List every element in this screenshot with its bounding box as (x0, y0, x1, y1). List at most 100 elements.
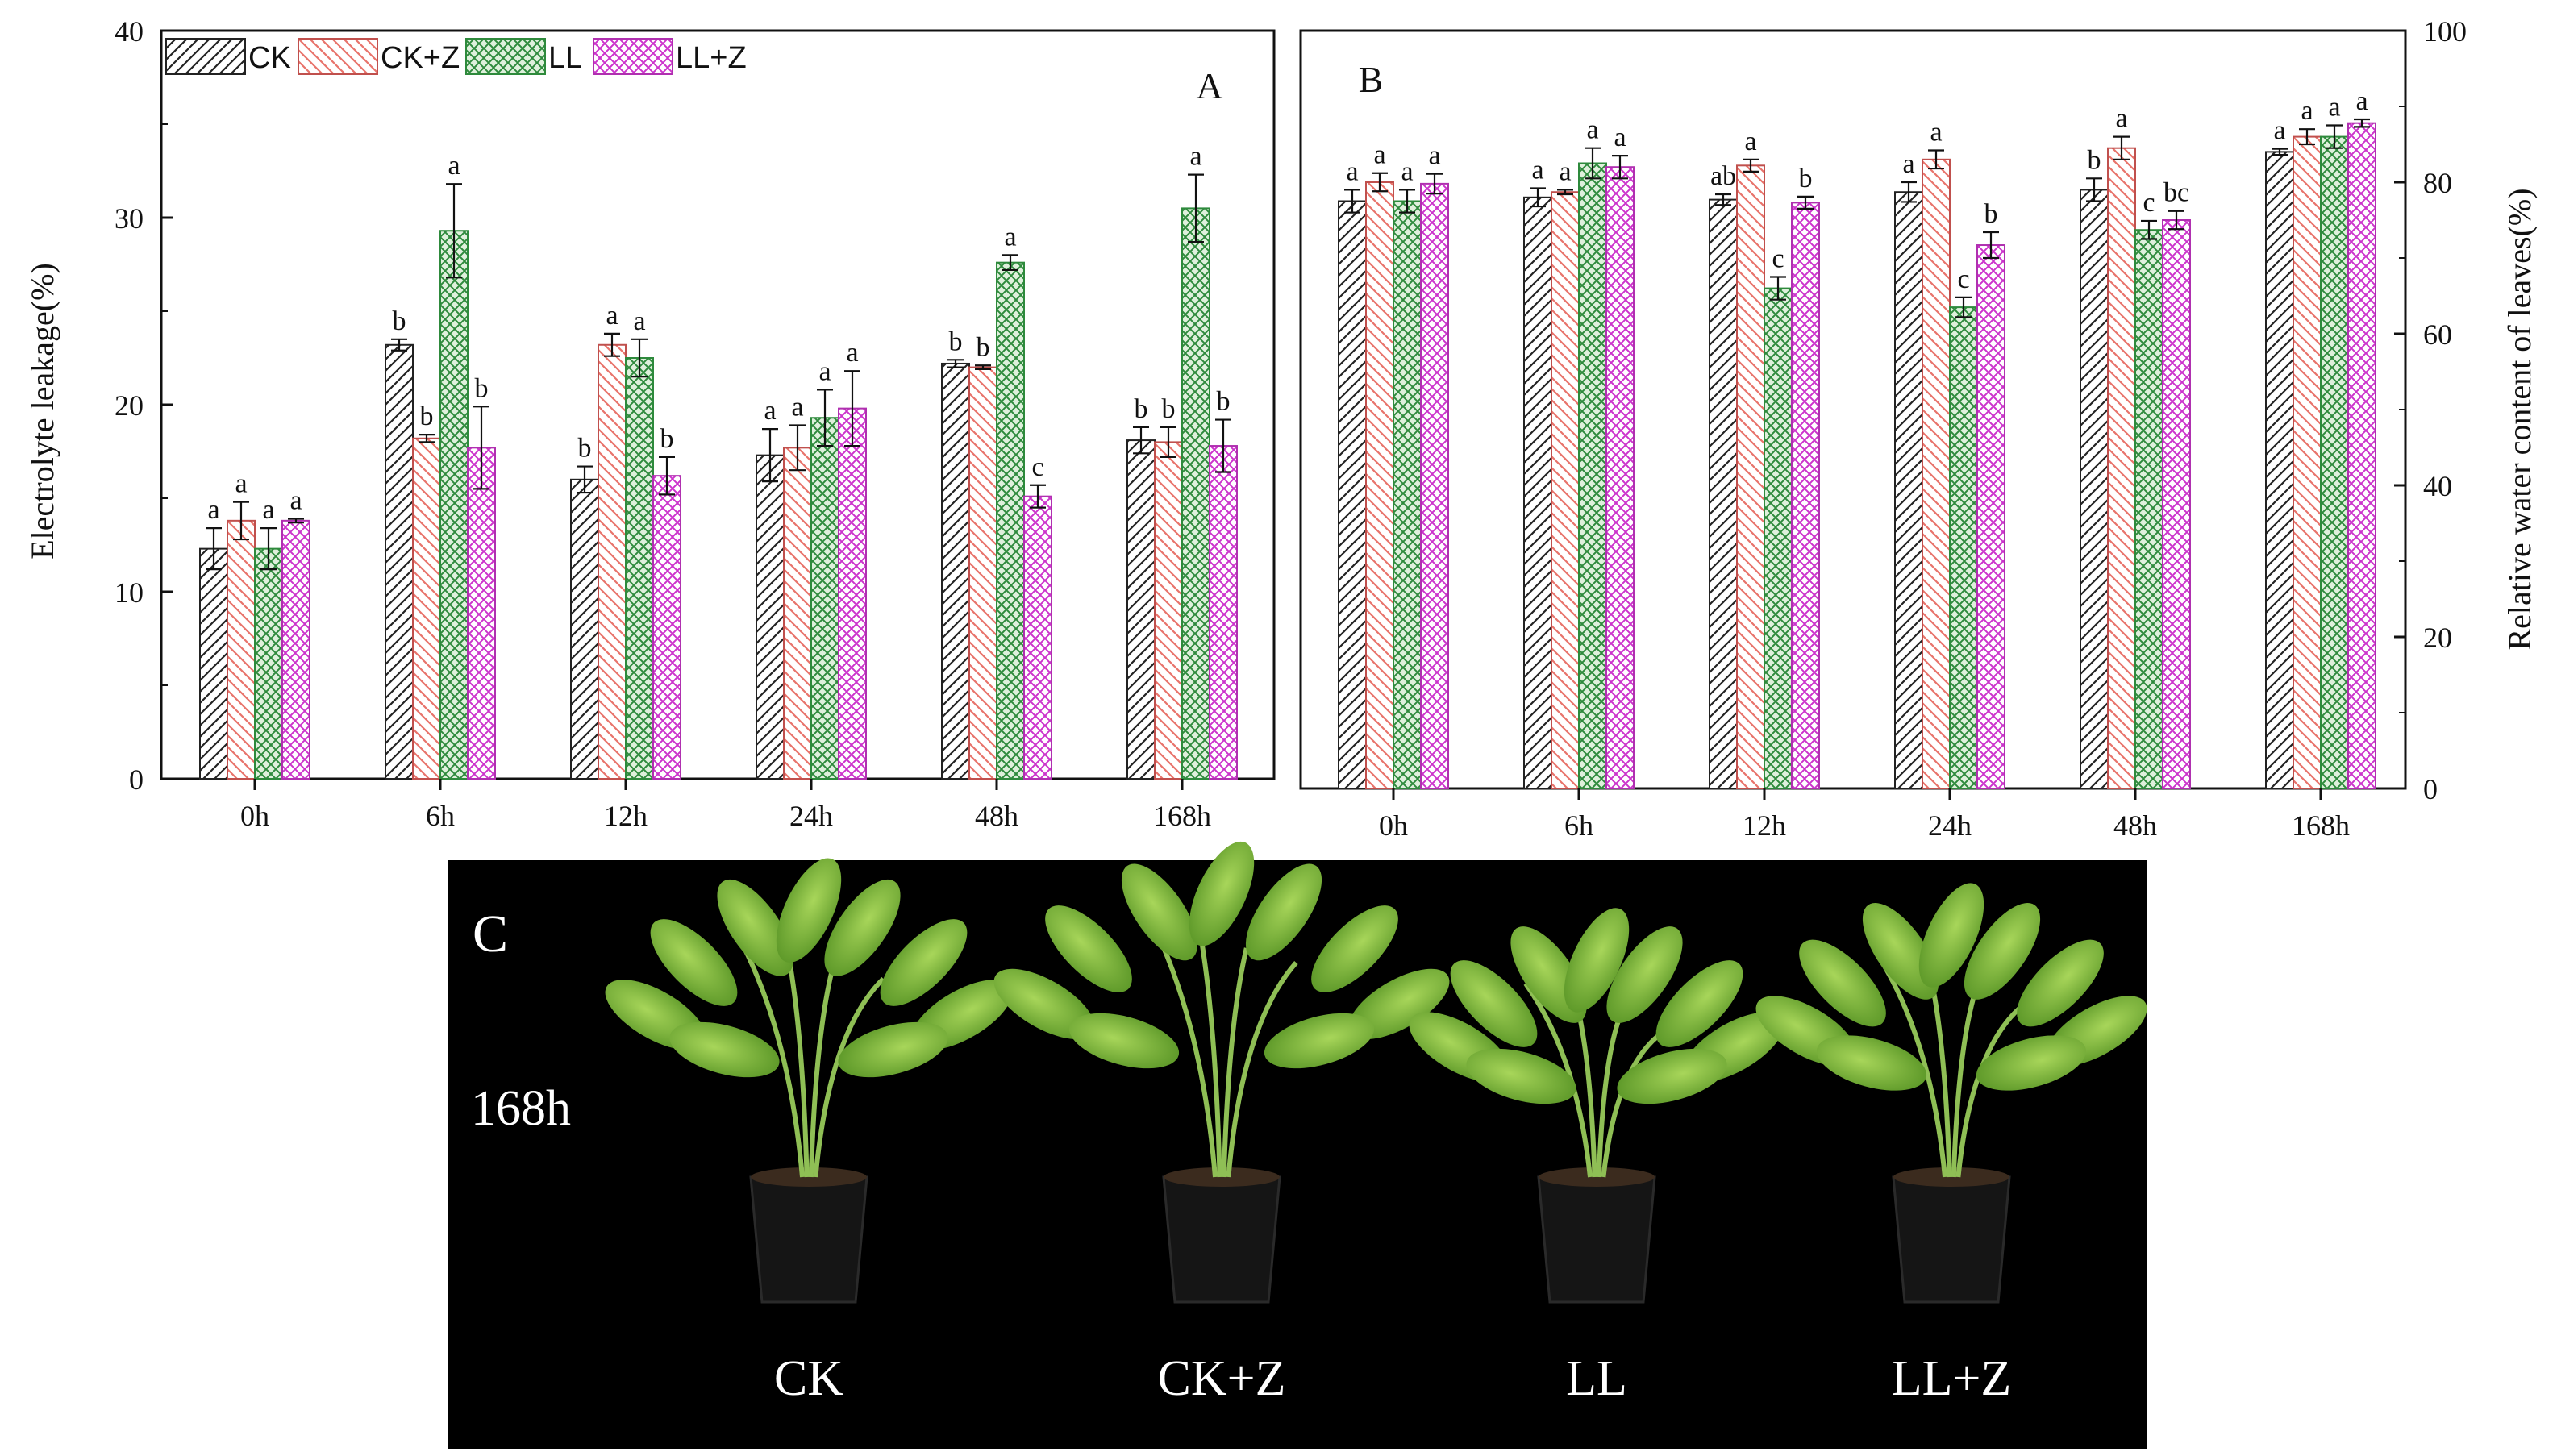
leaf (1189, 841, 1255, 946)
significance-letter: b (949, 327, 963, 356)
x-tick-label: 0h (240, 800, 269, 832)
significance-letter: a (846, 338, 858, 368)
bar-ll-12h (625, 357, 654, 780)
significance-letter: b (1799, 164, 1813, 193)
bar-ck-plus-z-48h (2107, 147, 2136, 789)
y-axis-a: 0 10 20 30 40 (115, 15, 173, 796)
pot (1537, 1175, 1656, 1304)
leaf (1245, 863, 1322, 961)
bar-ck-168h (1126, 439, 1156, 780)
pot (749, 1175, 868, 1304)
significance-letter: a (289, 486, 302, 516)
y-tick-label: 80 (2423, 167, 2452, 199)
legend-swatch-ll-plus-z (593, 38, 673, 75)
significance-letter: a (2301, 96, 2313, 126)
leaf (717, 879, 793, 976)
bar-ll-plus-z-48h (1023, 495, 1052, 780)
leaf (669, 1021, 780, 1078)
significance-letter: a (1373, 140, 1385, 170)
significance-letter: ab (1710, 161, 1736, 191)
significance-letter: c (1772, 244, 1784, 274)
significance-letter: b (393, 306, 406, 336)
y-axis-label-a: Electrolyte leakage(%) (24, 263, 60, 560)
y-axis-b: 0 20 40 60 80 100 (2394, 15, 2467, 805)
significance-letter: a (1902, 149, 1914, 179)
significance-letter: a (1401, 156, 1413, 186)
bar-ck-plus-z-6h (412, 437, 441, 780)
leaf (1964, 903, 2041, 1000)
significance-letter: a (2328, 93, 2340, 123)
bar-ll-plus-z-168h (1209, 445, 1238, 780)
stem (785, 949, 810, 1178)
soil (1539, 1167, 1655, 1187)
significance-letter: c (2143, 188, 2155, 218)
bar-ck-plus-z-24h (1922, 158, 1951, 790)
leaf (1068, 1013, 1180, 1069)
bar-ck-24h (756, 454, 785, 780)
y-tick-label: 60 (2423, 318, 2452, 351)
leaf (880, 919, 968, 1006)
panel-label-b: B (1359, 59, 1384, 100)
significance-letter: b (420, 401, 434, 431)
panel-c-photo: C 168h CK CK+Z LL LL+Z (448, 841, 2147, 1449)
significance-letter: b (1135, 394, 1148, 424)
bar-ll-12h (1764, 287, 1793, 790)
bar-ll-plus-z-24h (838, 407, 867, 780)
stem (735, 934, 805, 1178)
significance-letter: b (977, 332, 990, 362)
legend-label: CK+Z (381, 41, 460, 75)
photo-time-label: 168h (471, 1081, 571, 1136)
leaf (776, 858, 842, 963)
plot-frame-b (1299, 29, 2407, 790)
bar-ll-plus-z-6h (1605, 166, 1635, 789)
plant-ll-plus-z: LL+Z (1755, 883, 2147, 1406)
bar-ll-plus-z-168h (2347, 122, 2376, 789)
significance-letter: a (1346, 156, 1358, 186)
bar-ck-12h (1709, 198, 1738, 789)
pot (1162, 1175, 1281, 1304)
y-tick-label: 0 (129, 763, 144, 796)
significance-letter: a (1930, 118, 1942, 148)
y-tick-label: 40 (2423, 470, 2452, 502)
panel-label-c: C (473, 905, 508, 963)
significance-letter: a (2273, 116, 2285, 146)
leaf (1450, 960, 1538, 1047)
y-tick-label: 30 (115, 202, 144, 235)
plot-frame-a (160, 29, 1276, 780)
bar-ll-plus-z-48h (2162, 219, 2191, 789)
x-tick-label: 24h (1928, 809, 1972, 842)
significance-letter: a (633, 306, 645, 336)
x-tick-label: 48h (975, 800, 1018, 832)
significance-letter: a (764, 396, 776, 426)
stem (1221, 947, 1249, 1178)
leaf (650, 919, 738, 1006)
leaf (1655, 960, 1743, 1047)
x-tick-label: 168h (1153, 800, 1211, 832)
x-tick-label: 6h (426, 800, 455, 832)
bar-ll-plus-z-24h (1976, 244, 2005, 789)
leaf (993, 968, 1095, 1039)
plant-ck-plus-z: CK+Z (993, 841, 1450, 1406)
pot (1892, 1175, 2011, 1304)
bar-ck-48h (2080, 189, 2109, 789)
bar-ck-plus-z-12h (1736, 164, 1765, 789)
bar-ck-plus-z-168h (1154, 441, 1183, 780)
significance-letter: a (791, 393, 803, 422)
significance-letter: a (1586, 115, 1598, 145)
bar-ll-plus-z-0h (1420, 182, 1449, 789)
y-axis-label-b: Relative water content of leaves(%) (2501, 188, 2538, 650)
significance-letter: a (1004, 222, 1016, 252)
leaf (1816, 1035, 1927, 1091)
legend-label: LL+Z (676, 41, 747, 75)
legend-swatch-ck (165, 38, 246, 75)
bar-ck-0h (199, 547, 228, 780)
bar-ck-plus-z-168h (2293, 135, 2322, 790)
soil (751, 1167, 867, 1187)
bar-ll-plus-z-12h (1791, 202, 1820, 789)
y-tick-label: 100 (2423, 15, 2467, 48)
significance-letter: a (1744, 127, 1756, 156)
